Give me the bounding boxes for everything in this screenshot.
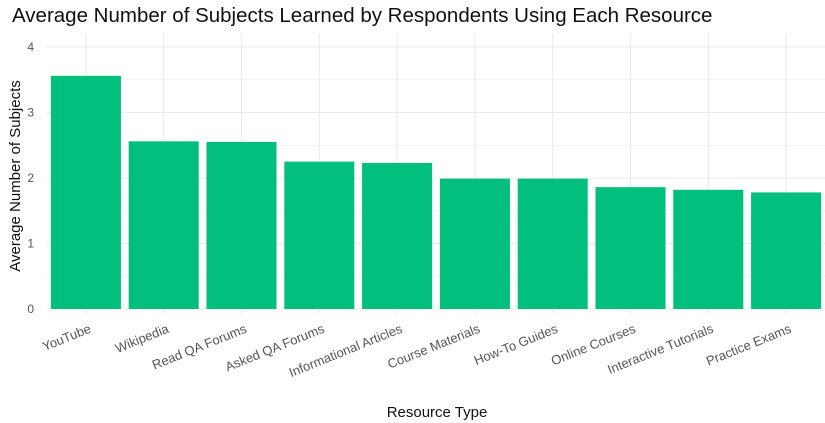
bar [517, 178, 588, 309]
bar [439, 178, 510, 309]
bar [206, 141, 277, 309]
y-axis-label: Average Number of Subjects [7, 80, 24, 272]
y-tick-label: 1 [27, 237, 34, 251]
chart-title: Average Number of Subjects Learned by Re… [12, 4, 713, 27]
bar [50, 75, 121, 309]
x-tick-label: YouTube [40, 321, 93, 354]
bar [128, 141, 199, 309]
x-tick-label: Wikipedia [113, 321, 172, 356]
y-tick-label: 2 [27, 171, 34, 185]
x-tick-label: How-To Guides [472, 321, 560, 368]
y-tick-label: 0 [27, 302, 34, 316]
bar [595, 187, 666, 309]
x-axis-label: Resource Type [387, 404, 488, 421]
y-axis-ticks: 0 1 2 3 4 [27, 40, 34, 316]
bar [362, 162, 433, 309]
bars [50, 75, 822, 309]
bar [751, 192, 822, 309]
x-tick-label: Practice Exams [704, 321, 794, 369]
y-tick-label: 4 [27, 40, 34, 54]
bar [673, 189, 744, 309]
y-tick-label: 3 [27, 106, 34, 120]
bar [284, 161, 355, 309]
